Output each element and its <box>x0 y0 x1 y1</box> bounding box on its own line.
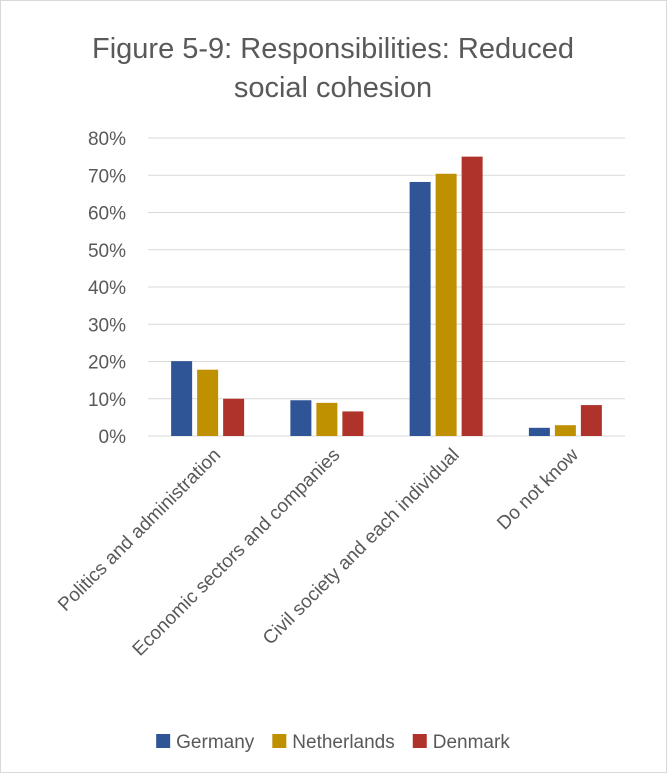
legend-label: Denmark <box>433 732 511 753</box>
bar-denmark-1 <box>223 398 245 436</box>
y-tick-label: 40% <box>88 278 126 299</box>
y-tick-label: 80% <box>88 129 126 150</box>
chart-title-line-1: Figure 5-9: Responsibilities: Reduced <box>92 33 574 65</box>
bar-netherlands-1 <box>197 369 219 436</box>
bar-netherlands-2 <box>316 402 338 436</box>
legend-label: Netherlands <box>292 732 394 753</box>
y-tick-label: 10% <box>88 390 126 411</box>
bars <box>171 156 602 436</box>
bar-germany-1 <box>171 361 193 436</box>
legend-item-germany: Germany <box>156 732 255 753</box>
bar-germany-4 <box>528 427 550 436</box>
legend-swatch <box>412 734 427 748</box>
y-tick-label: 50% <box>88 241 126 262</box>
legend-swatch <box>272 734 287 748</box>
y-axis-tick-labels: 0% 10% 20% 30% 40% 50% 60% 70% 80% <box>88 129 126 448</box>
bar-netherlands-3 <box>435 173 457 436</box>
legend-label: Germany <box>176 732 255 753</box>
bar-germany-2 <box>290 400 312 436</box>
chart-title: Figure 5-9: Responsibilities: Reduced so… <box>92 33 574 104</box>
category-label: Economic sectors and companies <box>129 445 345 661</box>
chart-title-line-2: social cohesion <box>234 72 432 104</box>
category-label: Civil society and each individual <box>259 445 464 650</box>
bar-denmark-4 <box>580 405 602 436</box>
bar-germany-3 <box>409 181 431 436</box>
legend-item-netherlands: Netherlands <box>272 732 395 753</box>
bar-denmark-3 <box>461 156 483 436</box>
legend-swatch <box>156 734 171 748</box>
legend-item-denmark: Denmark <box>412 732 511 753</box>
y-tick-label: 30% <box>88 315 126 336</box>
gridlines <box>148 137 625 437</box>
y-tick-label: 20% <box>88 353 126 374</box>
legend: Germany Netherlands Denmark <box>156 732 510 753</box>
y-tick-label: 0% <box>99 427 127 448</box>
y-tick-label: 70% <box>88 166 126 187</box>
y-tick-label: 60% <box>88 204 126 225</box>
category-label: Do not know <box>493 444 583 534</box>
bar-denmark-2 <box>342 411 364 436</box>
bar-netherlands-4 <box>554 425 576 436</box>
